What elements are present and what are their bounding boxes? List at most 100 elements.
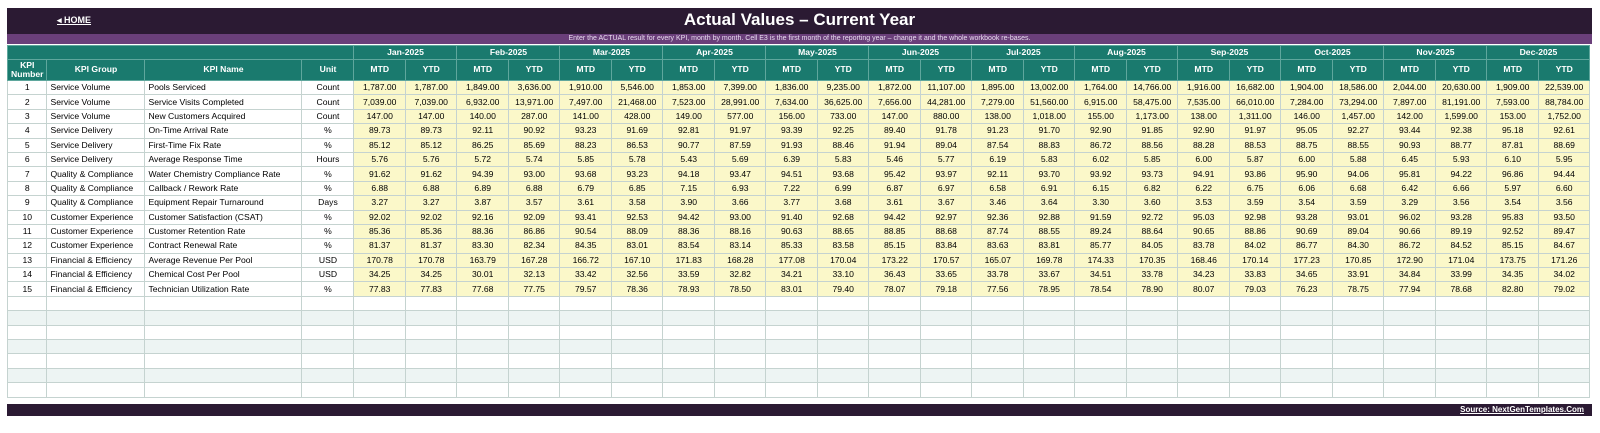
empty-cell[interactable]: [610, 339, 664, 355]
mtd-value-cell[interactable]: 6.00: [1177, 151, 1230, 168]
empty-cell[interactable]: [404, 353, 458, 369]
ytd-value-cell[interactable]: 3,636.00: [507, 79, 561, 96]
mtd-value-cell[interactable]: 1,849.00: [456, 79, 509, 96]
empty-cell[interactable]: [1383, 382, 1436, 398]
ytd-value-cell[interactable]: 3.59: [1228, 195, 1282, 211]
empty-cell[interactable]: [765, 339, 818, 355]
ytd-value-cell[interactable]: 88.56: [1125, 137, 1179, 153]
empty-cell[interactable]: [1177, 295, 1230, 312]
empty-cell[interactable]: [559, 310, 612, 326]
empty-cell[interactable]: [816, 339, 870, 355]
ytd-value-cell[interactable]: 33.99: [1434, 267, 1488, 283]
ytd-value-cell[interactable]: 33.78: [1125, 267, 1179, 283]
mtd-value-cell[interactable]: 85.15: [868, 238, 921, 254]
empty-cell[interactable]: [1125, 339, 1179, 355]
ytd-value-cell[interactable]: 13,002.00: [1022, 79, 1076, 96]
mtd-value-cell[interactable]: 86.77: [1280, 238, 1333, 254]
mtd-value-cell[interactable]: 90.69: [1280, 223, 1333, 240]
ytd-value-cell[interactable]: 93.23: [610, 166, 664, 182]
empty-cell[interactable]: [919, 382, 973, 398]
empty-cell[interactable]: [610, 382, 664, 398]
ytd-value-cell[interactable]: 5.88: [1331, 151, 1385, 168]
ytd-value-cell[interactable]: 88,784.00: [1537, 94, 1591, 110]
ytd-value-cell[interactable]: 14,766.00: [1125, 79, 1179, 96]
ytd-value-cell[interactable]: 85.12: [404, 137, 458, 153]
empty-cell[interactable]: [662, 339, 715, 355]
ytd-value-cell[interactable]: 880.00: [919, 108, 973, 125]
ytd-value-cell[interactable]: 93.68: [816, 166, 870, 182]
ytd-value-cell[interactable]: 170.85: [1331, 252, 1385, 269]
ytd-value-cell[interactable]: 89.47: [1537, 223, 1591, 240]
ytd-value-cell[interactable]: 88.46: [816, 137, 870, 153]
empty-cell[interactable]: [713, 353, 767, 369]
ytd-value-cell[interactable]: 6.99: [816, 180, 870, 197]
empty-cell[interactable]: [6, 353, 48, 369]
empty-cell[interactable]: [1074, 382, 1127, 398]
mtd-value-cell[interactable]: 88.36: [662, 223, 715, 240]
mtd-value-cell[interactable]: 1,787.00: [353, 79, 406, 96]
empty-cell[interactable]: [713, 310, 767, 326]
empty-cell[interactable]: [919, 339, 973, 355]
ytd-value-cell[interactable]: 1,752.00: [1537, 108, 1591, 125]
empty-cell[interactable]: [6, 295, 48, 312]
mtd-value-cell[interactable]: 81.37: [353, 238, 406, 254]
mtd-value-cell[interactable]: 83.30: [456, 238, 509, 254]
mtd-value-cell[interactable]: 92.11: [456, 123, 509, 139]
ytd-value-cell[interactable]: 5.77: [919, 151, 973, 168]
mtd-value-cell[interactable]: 95.83: [1486, 209, 1539, 225]
ytd-value-cell[interactable]: 1,599.00: [1434, 108, 1488, 125]
ytd-value-cell[interactable]: 6.85: [610, 180, 664, 197]
empty-cell[interactable]: [662, 295, 715, 312]
ytd-value-cell[interactable]: 78.50: [713, 281, 767, 297]
empty-cell[interactable]: [6, 382, 48, 398]
empty-cell[interactable]: [353, 324, 406, 341]
mtd-value-cell[interactable]: 88.23: [559, 137, 612, 153]
empty-cell[interactable]: [919, 367, 973, 384]
empty-cell[interactable]: [1074, 367, 1127, 384]
ytd-value-cell[interactable]: 79.40: [816, 281, 870, 297]
mtd-value-cell[interactable]: 5.76: [353, 151, 406, 168]
mtd-value-cell[interactable]: 76.23: [1280, 281, 1333, 297]
mtd-value-cell[interactable]: 91.23: [971, 123, 1024, 139]
ytd-value-cell[interactable]: 77.75: [507, 281, 561, 297]
ytd-value-cell[interactable]: 170.35: [1125, 252, 1179, 269]
ytd-value-cell[interactable]: 6.97: [919, 180, 973, 197]
empty-cell[interactable]: [971, 295, 1024, 312]
ytd-value-cell[interactable]: 6.60: [1537, 180, 1591, 197]
empty-cell[interactable]: [404, 295, 458, 312]
empty-cell[interactable]: [559, 324, 612, 341]
ytd-value-cell[interactable]: 92.61: [1537, 123, 1591, 139]
mtd-value-cell[interactable]: 34.25: [353, 267, 406, 283]
empty-cell[interactable]: [765, 353, 818, 369]
mtd-value-cell[interactable]: 94.42: [868, 209, 921, 225]
empty-cell[interactable]: [46, 382, 146, 398]
empty-cell[interactable]: [610, 310, 664, 326]
mtd-value-cell[interactable]: 85.36: [353, 223, 406, 240]
mtd-value-cell[interactable]: 3.87: [456, 195, 509, 211]
mtd-value-cell[interactable]: 77.68: [456, 281, 509, 297]
ytd-value-cell[interactable]: 78.36: [610, 281, 664, 297]
empty-cell[interactable]: [1537, 339, 1591, 355]
mtd-value-cell[interactable]: 1,910.00: [559, 79, 612, 96]
mtd-value-cell[interactable]: 95.81: [1383, 166, 1436, 182]
ytd-value-cell[interactable]: 87.59: [713, 137, 767, 153]
empty-cell[interactable]: [1074, 339, 1127, 355]
ytd-value-cell[interactable]: 428.00: [610, 108, 664, 125]
empty-cell[interactable]: [1280, 382, 1333, 398]
mtd-value-cell[interactable]: 89.73: [353, 123, 406, 139]
empty-cell[interactable]: [816, 324, 870, 341]
ytd-value-cell[interactable]: 3.58: [610, 195, 664, 211]
empty-cell[interactable]: [353, 295, 406, 312]
mtd-value-cell[interactable]: 3.61: [559, 195, 612, 211]
mtd-value-cell[interactable]: 95.05: [1280, 123, 1333, 139]
ytd-value-cell[interactable]: 92.88: [1022, 209, 1076, 225]
mtd-value-cell[interactable]: 6.79: [559, 180, 612, 197]
ytd-value-cell[interactable]: 33.91: [1331, 267, 1385, 283]
mtd-value-cell[interactable]: 168.46: [1177, 252, 1230, 269]
ytd-value-cell[interactable]: 93.86: [1228, 166, 1282, 182]
ytd-value-cell[interactable]: 5.74: [507, 151, 561, 168]
mtd-value-cell[interactable]: 7,634.00: [765, 94, 818, 110]
ytd-value-cell[interactable]: 83.84: [919, 238, 973, 254]
ytd-value-cell[interactable]: 3.56: [1434, 195, 1488, 211]
mtd-value-cell[interactable]: 92.90: [1177, 123, 1230, 139]
